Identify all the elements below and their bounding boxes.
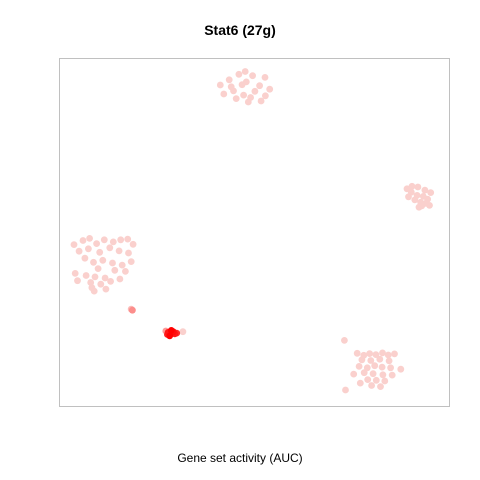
data-point bbox=[379, 371, 387, 379]
data-point bbox=[360, 369, 368, 377]
data-point bbox=[75, 247, 83, 255]
data-point bbox=[90, 287, 98, 295]
data-point bbox=[86, 235, 93, 242]
data-point bbox=[97, 280, 105, 288]
data-point bbox=[74, 277, 81, 285]
data-point bbox=[99, 256, 107, 264]
data-point bbox=[426, 202, 433, 209]
data-point bbox=[366, 350, 373, 357]
data-point bbox=[256, 82, 263, 90]
data-point bbox=[376, 355, 384, 363]
data-point bbox=[81, 254, 89, 262]
data-point bbox=[118, 261, 126, 269]
data-point bbox=[368, 382, 375, 389]
data-point bbox=[371, 362, 379, 370]
data-point bbox=[115, 247, 123, 255]
data-point bbox=[87, 279, 95, 286]
data-point bbox=[216, 81, 224, 89]
data-point bbox=[225, 76, 233, 84]
data-point bbox=[379, 349, 386, 357]
data-point bbox=[166, 332, 174, 340]
data-point bbox=[411, 196, 419, 204]
data-point bbox=[364, 376, 372, 383]
data-point bbox=[384, 351, 392, 359]
data-point bbox=[235, 70, 243, 78]
data-point bbox=[125, 249, 132, 257]
data-point bbox=[262, 92, 269, 100]
data-point bbox=[71, 270, 79, 277]
data-point bbox=[358, 356, 366, 364]
data-point bbox=[342, 386, 349, 394]
data-point bbox=[109, 238, 117, 246]
data-point bbox=[107, 278, 114, 285]
data-point bbox=[240, 91, 248, 99]
data-point bbox=[111, 266, 119, 274]
data-point bbox=[124, 235, 132, 243]
data-point bbox=[249, 72, 256, 80]
data-point bbox=[94, 265, 102, 272]
data-point bbox=[388, 371, 396, 379]
data-point bbox=[355, 363, 363, 370]
data-point bbox=[427, 189, 435, 197]
data-point bbox=[350, 370, 358, 378]
data-point bbox=[261, 74, 269, 81]
data-point bbox=[381, 377, 389, 385]
data-point bbox=[101, 274, 109, 282]
data-point bbox=[414, 183, 422, 191]
data-point bbox=[232, 95, 240, 102]
data-point bbox=[408, 182, 416, 190]
data-point bbox=[387, 364, 394, 372]
plot-frame bbox=[59, 58, 450, 407]
data-point bbox=[70, 241, 78, 249]
data-point bbox=[220, 90, 228, 98]
data-point bbox=[266, 85, 274, 93]
data-point bbox=[385, 357, 393, 365]
data-point bbox=[372, 376, 380, 384]
data-point bbox=[363, 364, 371, 372]
data-point bbox=[415, 203, 423, 211]
data-point bbox=[109, 259, 116, 267]
points-layer bbox=[70, 68, 435, 394]
data-point bbox=[102, 285, 110, 293]
data-point bbox=[353, 349, 361, 357]
data-point bbox=[122, 268, 129, 275]
data-point bbox=[129, 240, 137, 248]
x-axis-label: Gene set activity (AUC) bbox=[177, 451, 303, 465]
data-point bbox=[241, 68, 249, 75]
data-point bbox=[117, 236, 125, 244]
data-point bbox=[106, 244, 114, 252]
data-point bbox=[372, 351, 380, 358]
data-point bbox=[91, 273, 99, 281]
data-point bbox=[341, 337, 348, 344]
data-point bbox=[397, 365, 405, 373]
data-point bbox=[100, 236, 108, 244]
data-point bbox=[251, 87, 259, 95]
data-point bbox=[96, 248, 104, 256]
data-point bbox=[227, 83, 235, 91]
data-point bbox=[127, 258, 135, 265]
chart-title: Stat6 (27g) bbox=[204, 22, 276, 38]
data-point bbox=[79, 237, 87, 244]
data-point bbox=[377, 383, 384, 390]
data-point bbox=[378, 363, 386, 371]
data-point bbox=[179, 328, 187, 336]
data-point bbox=[405, 193, 412, 201]
data-point bbox=[116, 275, 124, 283]
data-point bbox=[238, 81, 246, 89]
data-point bbox=[257, 97, 265, 105]
data-point bbox=[367, 357, 375, 364]
data-point bbox=[391, 350, 398, 358]
data-point bbox=[369, 370, 377, 378]
data-point bbox=[85, 245, 92, 253]
data-point bbox=[167, 327, 175, 334]
data-point bbox=[90, 258, 97, 266]
data-point bbox=[421, 186, 429, 194]
data-point bbox=[356, 379, 364, 387]
data-point bbox=[82, 272, 90, 279]
data-point bbox=[93, 240, 100, 248]
data-point bbox=[247, 94, 255, 101]
data-point bbox=[129, 306, 136, 314]
